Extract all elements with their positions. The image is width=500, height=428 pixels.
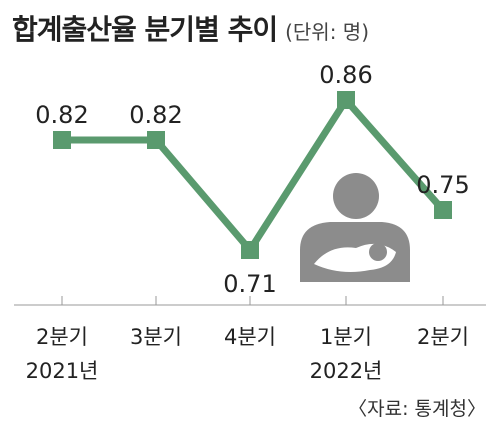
chart-title: 합계출산율 분기별 추이 [12,13,278,46]
data-label-2: 0.82 [129,101,182,129]
x-tick-label-3: 4분기 [224,325,276,349]
data-label-4: 0.86 [319,61,372,89]
data-point-2 [147,131,165,149]
x-tick-label-4: 1분기 [320,325,372,349]
baby-head-shape [369,243,387,261]
mother-baby-icon [300,173,410,282]
title-row: 합계출산율 분기별 추이 (단위: 명) [12,8,369,48]
mother-head-shape [333,173,379,219]
x-tick-label-5: 2분기 [417,325,469,349]
data-label-5: 0.75 [416,171,469,199]
x-year-label-4: 2022년 [310,359,383,383]
source-note: 〈자료: 통계청〉 [348,398,486,420]
chart-unit: (단위: 명) [285,20,370,44]
x-tick-label-1: 2분기 [36,325,88,349]
data-point-5 [434,201,452,219]
data-point-4 [337,91,355,109]
data-point-1 [53,131,71,149]
x-year-label-1: 2021년 [26,359,99,383]
data-point-3 [241,241,259,259]
data-label-3: 0.71 [223,270,276,298]
data-label-1: 0.82 [35,101,88,129]
x-tick-label-2: 3분기 [130,325,182,349]
